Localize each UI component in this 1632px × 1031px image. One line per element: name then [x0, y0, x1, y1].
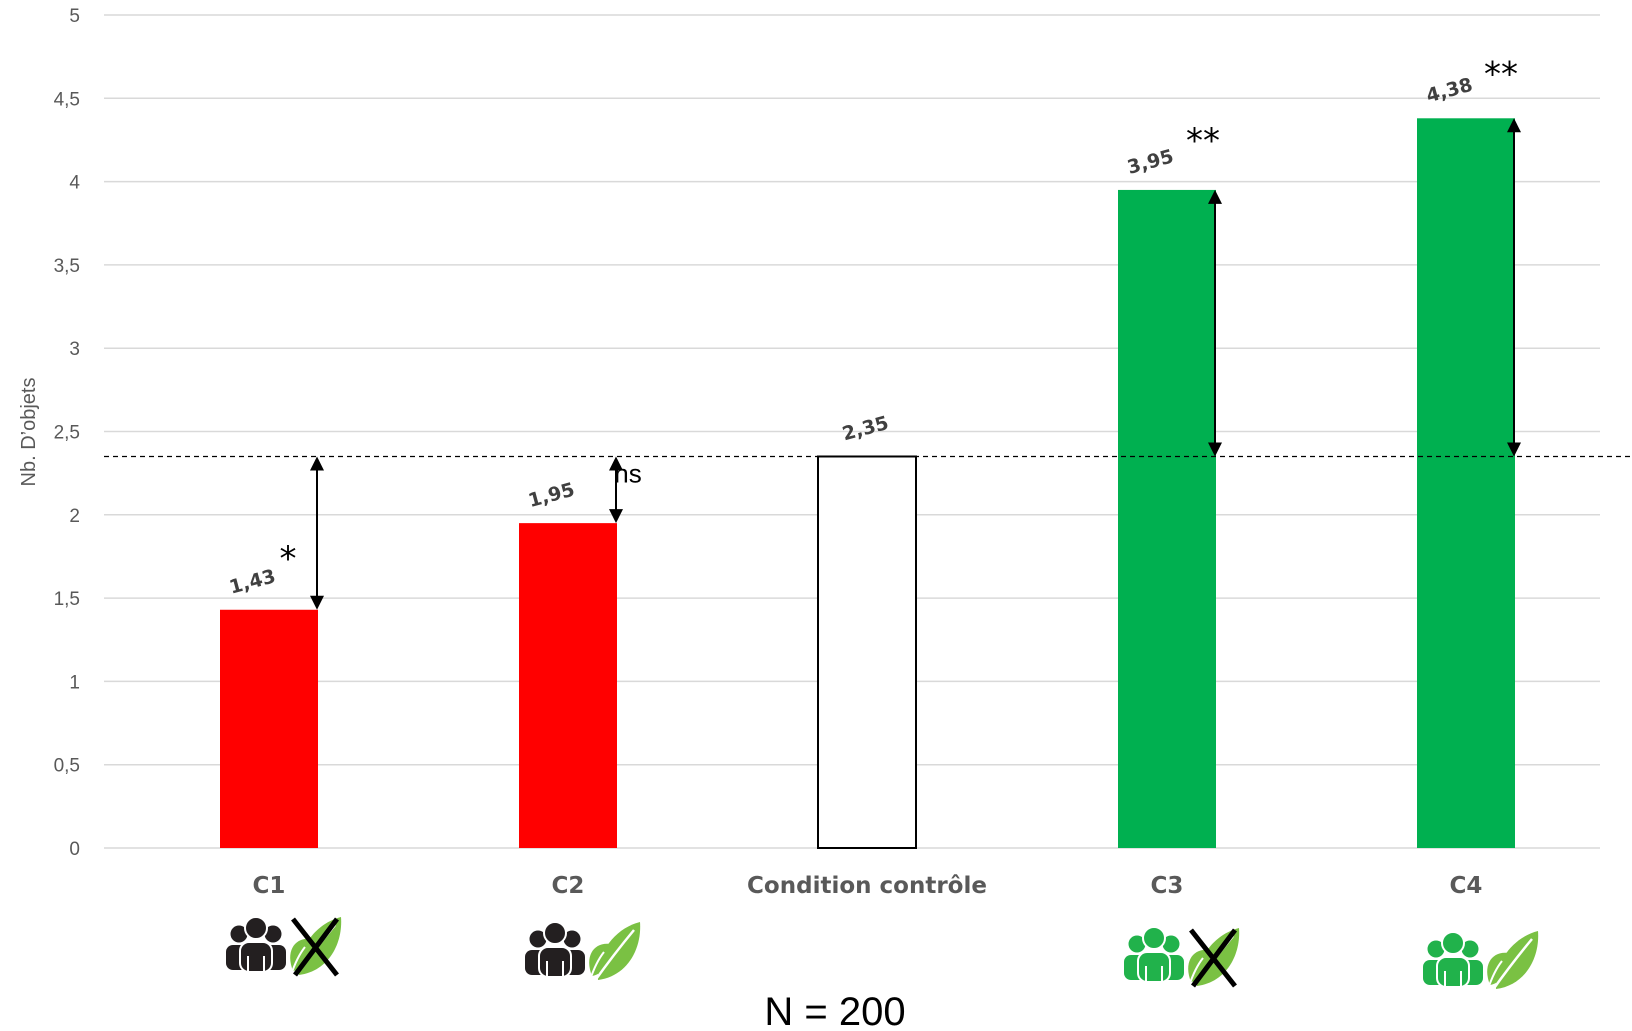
bars	[220, 118, 1515, 849]
bar-c1	[220, 609, 318, 848]
significance-label: **	[1186, 121, 1220, 161]
leaf-icon	[589, 922, 641, 983]
y-tick-label: 2	[69, 506, 80, 527]
y-tick-label: 4	[69, 173, 80, 194]
significance-label: ns	[614, 458, 641, 488]
y-tick-label: 4,5	[54, 89, 80, 110]
significance-label: **	[1484, 54, 1518, 94]
data-label: 1,43	[227, 565, 278, 598]
y-tick-label: 0	[69, 839, 80, 860]
people-green-icon	[1423, 931, 1483, 988]
category-labels: C1 C2 Condition contrôle C3 C4	[253, 873, 1483, 899]
difference-arrows	[310, 118, 1521, 610]
bar-condition-contr-le	[817, 455, 917, 849]
y-tick-label: 2,5	[54, 423, 80, 444]
data-labels: * ns ** ** 1,43 1,95 2,35 3,95 4,38	[227, 54, 1518, 598]
significance-label: *	[280, 539, 297, 579]
category-label: C4	[1450, 873, 1483, 899]
difference-arrow	[609, 456, 623, 524]
y-tick-label: 3,5	[54, 256, 80, 277]
difference-arrow	[1507, 118, 1521, 457]
y-tick-label: 5	[69, 6, 80, 27]
y-axis-label: Nb. D’objets	[18, 378, 40, 487]
leaf-crossed-icon	[1188, 928, 1240, 989]
people-black-icon	[226, 916, 286, 973]
bar-c3	[1118, 189, 1216, 848]
category-label: C3	[1151, 873, 1184, 899]
data-label: 3,95	[1125, 145, 1176, 178]
difference-arrow	[1208, 189, 1222, 457]
bar-c2	[519, 523, 617, 848]
data-label: 2,35	[840, 412, 891, 445]
y-axis-ticks: 0 0,5 1 1,5 2 2,5 3 3,5 4 4,5 5	[54, 6, 81, 860]
people-black-icon	[525, 921, 585, 978]
sample-size-note: N = 200	[764, 990, 905, 1031]
data-label: 1,95	[526, 479, 577, 512]
people-green-icon	[1124, 926, 1184, 983]
bar-c4	[1417, 118, 1515, 849]
category-label: Condition contrôle	[747, 873, 987, 899]
y-tick-label: 1,5	[54, 589, 80, 610]
category-label: C1	[253, 873, 286, 899]
condition-icons	[226, 916, 1539, 992]
category-label: C2	[552, 873, 585, 899]
y-tick-label: 0,5	[54, 756, 80, 777]
leaf-crossed-icon	[290, 917, 342, 978]
data-label: 4,38	[1424, 74, 1475, 107]
leaf-icon	[1487, 931, 1539, 992]
y-tick-label: 1	[69, 672, 80, 693]
difference-arrow	[310, 456, 324, 610]
y-tick-label: 3	[69, 339, 80, 360]
